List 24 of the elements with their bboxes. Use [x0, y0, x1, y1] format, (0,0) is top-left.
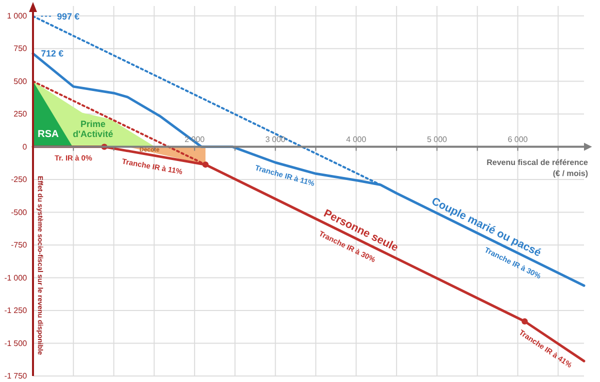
- y-tick-label: -1 000: [4, 273, 28, 282]
- x-tick-label: 5 000: [426, 134, 448, 144]
- x-tick-label: 2 000: [184, 134, 206, 144]
- x-tick-label: 6 000: [508, 134, 528, 144]
- y-tick-label: -500: [10, 208, 28, 217]
- y-tick-label: 250: [14, 110, 28, 119]
- x-tick-label: 4 000: [346, 134, 367, 144]
- y-tick-label: 500: [14, 76, 28, 86]
- y-tick-label: -1 500: [4, 338, 28, 348]
- y-tick-label: -1 250: [4, 306, 28, 316]
- series-label: Prime d'Activité: [72, 118, 114, 139]
- point: [202, 162, 209, 168]
- y-tick-label: 1 000: [6, 11, 28, 20]
- y-tick-label: 750: [14, 44, 28, 54]
- y-tick-label: -1 750: [4, 372, 28, 381]
- y-tick-label: 0: [22, 142, 28, 152]
- series-label: RSA: [38, 128, 59, 140]
- annotation: 712 €: [41, 48, 64, 59]
- y-tick-label: -750: [10, 240, 28, 250]
- x-tick-label: 3 000: [265, 134, 286, 144]
- annotation: 997 €: [57, 11, 80, 22]
- y-tick-label: -250: [10, 175, 28, 184]
- x-axis-title: Revenu fiscal de référence (€ / mois): [486, 158, 589, 178]
- point: [522, 318, 528, 324]
